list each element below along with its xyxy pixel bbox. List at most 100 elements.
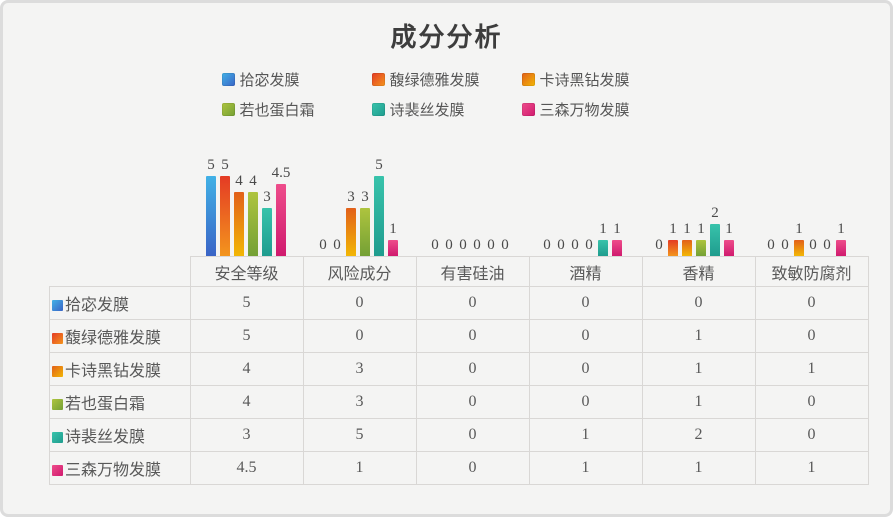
series-name-label: 若也蛋白霜 [65, 396, 146, 413]
bar-slot: 0 [498, 236, 512, 256]
bar-value-label: 0 [333, 237, 341, 253]
bar-series-5 [374, 176, 384, 256]
bar-series-5 [598, 240, 608, 256]
bar-value-label: 0 [809, 237, 817, 253]
bar-series-6 [836, 240, 846, 256]
table-row-5: 诗裴丝发膜 3 5 0 1 2 0 [49, 418, 869, 452]
column-header-4: 酒精 [528, 256, 643, 287]
column-header-3: 有害硅油 [415, 256, 530, 287]
column-header-5: 香精 [641, 256, 756, 287]
bar-value-label: 0 [487, 237, 495, 253]
series-name-label: 馥绿德雅发膜 [65, 330, 162, 347]
column-header-1: 安全等级 [189, 256, 304, 287]
legend-item-6[interactable]: 三森万物发膜 [521, 99, 672, 120]
series-swatch-icon [52, 333, 63, 344]
row-header-4: 若也蛋白霜 [49, 385, 191, 419]
table-value-cell: 1 [754, 352, 869, 386]
column-header-2: 风险成分 [302, 256, 417, 287]
table-value-cell: 0 [641, 286, 756, 320]
bar-value-label: 5 [375, 157, 383, 173]
bar-value-label: 3 [361, 189, 369, 205]
bar-series-4 [360, 208, 370, 256]
bar-value-label: 0 [445, 237, 453, 253]
series-swatch-icon [52, 432, 63, 443]
bar-group-1: 5 5 4 4 3 4.5 [190, 156, 302, 256]
legend-item-label: 若也蛋白霜 [239, 103, 315, 119]
chart-legend: 拾宓发膜 馥绿德雅发膜 卡诗黑钻发膜若也蛋白霜 诗裴丝发膜 三森万物发膜 [221, 69, 672, 120]
chart-title: 成分分析 [390, 23, 503, 52]
table-value-cell: 1 [641, 451, 756, 485]
legend-item-2[interactable]: 馥绿德雅发膜 [371, 69, 522, 90]
bar-series-4 [248, 192, 258, 256]
legend-swatch-icon [521, 103, 535, 116]
table-value-cell: 0 [754, 319, 869, 353]
table-value-cell: 0 [528, 319, 643, 353]
bar-series-1 [206, 176, 216, 256]
bar-value-label: 0 [543, 237, 551, 253]
bar-value-label: 3 [263, 189, 271, 205]
bar-slot: 4.5 [271, 164, 291, 256]
bar-value-label: 4 [249, 173, 257, 189]
bar-value-label: 1 [725, 221, 733, 237]
bar-slot: 0 [554, 236, 568, 256]
bar-value-label: 0 [557, 237, 565, 253]
bar-value-label: 0 [459, 237, 467, 253]
series-swatch-icon [52, 399, 63, 410]
bar-value-label: 4 [235, 173, 243, 189]
bar-series-6 [612, 240, 622, 256]
table-value-cell: 1 [641, 385, 756, 419]
bar-slot: 0 [470, 236, 484, 256]
bar-slot: 5 [218, 156, 232, 256]
legend-swatch-icon [221, 73, 235, 86]
table-value-cell: 5 [189, 286, 304, 320]
bar-value-label: 0 [781, 237, 789, 253]
bar-slot: 0 [330, 236, 344, 256]
bar-value-label: 1 [837, 221, 845, 237]
row-header-5: 诗裴丝发膜 [49, 418, 191, 452]
legend-item-label: 馥绿德雅发膜 [389, 73, 480, 89]
bar-series-4 [696, 240, 706, 256]
bar-value-label: 5 [207, 157, 215, 173]
bar-series-6 [724, 240, 734, 256]
bar-slot: 5 [372, 156, 386, 256]
table-value-cell: 0 [415, 352, 530, 386]
table-row-1: 拾宓发膜 5 0 0 0 0 0 [49, 286, 869, 320]
bar-value-label: 4.5 [271, 165, 291, 181]
table-value-cell: 1 [641, 319, 756, 353]
table-header-row: 安全等级 风险成分 有害硅油 酒精 香精 致敏防腐剂 [50, 256, 869, 287]
bar-slot: 1 [834, 220, 848, 256]
bar-slot: 0 [820, 236, 834, 256]
legend-item-label: 诗裴丝发膜 [389, 103, 465, 119]
table-value-cell: 0 [302, 286, 417, 320]
bar-value-label: 1 [697, 221, 705, 237]
table-corner-blank [50, 257, 191, 287]
table-value-cell: 5 [189, 319, 304, 353]
series-name-label: 卡诗黑钻发膜 [65, 363, 162, 380]
bar-slot: 0 [652, 236, 666, 256]
bar-value-label: 1 [669, 221, 677, 237]
series-name-label: 诗裴丝发膜 [65, 429, 146, 446]
table-row-3: 卡诗黑钻发膜 4 3 0 0 1 1 [49, 352, 869, 386]
table-value-cell: 1 [528, 451, 643, 485]
bar-value-label: 1 [613, 221, 621, 237]
legend-item-1[interactable]: 拾宓发膜 [221, 69, 372, 90]
bar-slot: 0 [456, 236, 470, 256]
bar-slot: 0 [568, 236, 582, 256]
bar-slot: 3 [344, 188, 358, 256]
bar-value-label: 0 [473, 237, 481, 253]
row-header-6: 三森万物发膜 [49, 451, 191, 485]
bar-slot: 0 [778, 236, 792, 256]
bar-slot: 3 [358, 188, 372, 256]
legend-item-4[interactable]: 若也蛋白霜 [221, 99, 372, 120]
table-value-cell: 0 [415, 451, 530, 485]
table-value-cell: 1 [302, 451, 417, 485]
table-value-cell: 2 [641, 418, 756, 452]
legend-item-3[interactable]: 卡诗黑钻发膜 [521, 69, 672, 90]
table-value-cell: 0 [415, 418, 530, 452]
bar-value-label: 0 [823, 237, 831, 253]
legend-item-5[interactable]: 诗裴丝发膜 [371, 99, 522, 120]
